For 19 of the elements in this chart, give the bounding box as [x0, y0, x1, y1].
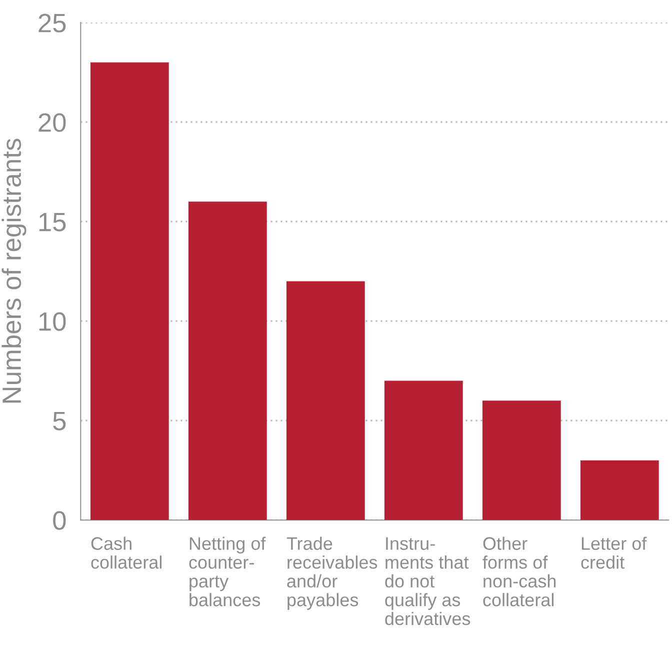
bar — [188, 202, 267, 520]
bar — [286, 281, 365, 520]
bar — [482, 400, 561, 520]
x-tick-label: Instru- ments that do not qualify as derivatives — [385, 537, 470, 626]
x-tick-label: Letter of credit — [581, 536, 647, 569]
x-tick-label: Cash collateral — [91, 536, 162, 569]
x-tick-label: Netting of counter- party balances — [189, 536, 266, 606]
y-tick-label: 20 — [38, 113, 66, 132]
y-tick-label: 0 — [53, 511, 66, 530]
y-tick-label: 15 — [39, 212, 66, 232]
y-tick-label: 10 — [39, 312, 66, 331]
x-tick-label: Other forms of non-cash collateral — [482, 536, 556, 606]
bar — [90, 62, 169, 520]
y-axis-title: Numbers of registrants — [2, 138, 26, 403]
y-tick-label: 5 — [53, 412, 66, 430]
bar — [384, 380, 463, 520]
y-tick-label: 25 — [38, 14, 66, 32]
bar — [580, 460, 659, 520]
x-tick-label: Trade receivables and/or payables — [286, 536, 378, 610]
